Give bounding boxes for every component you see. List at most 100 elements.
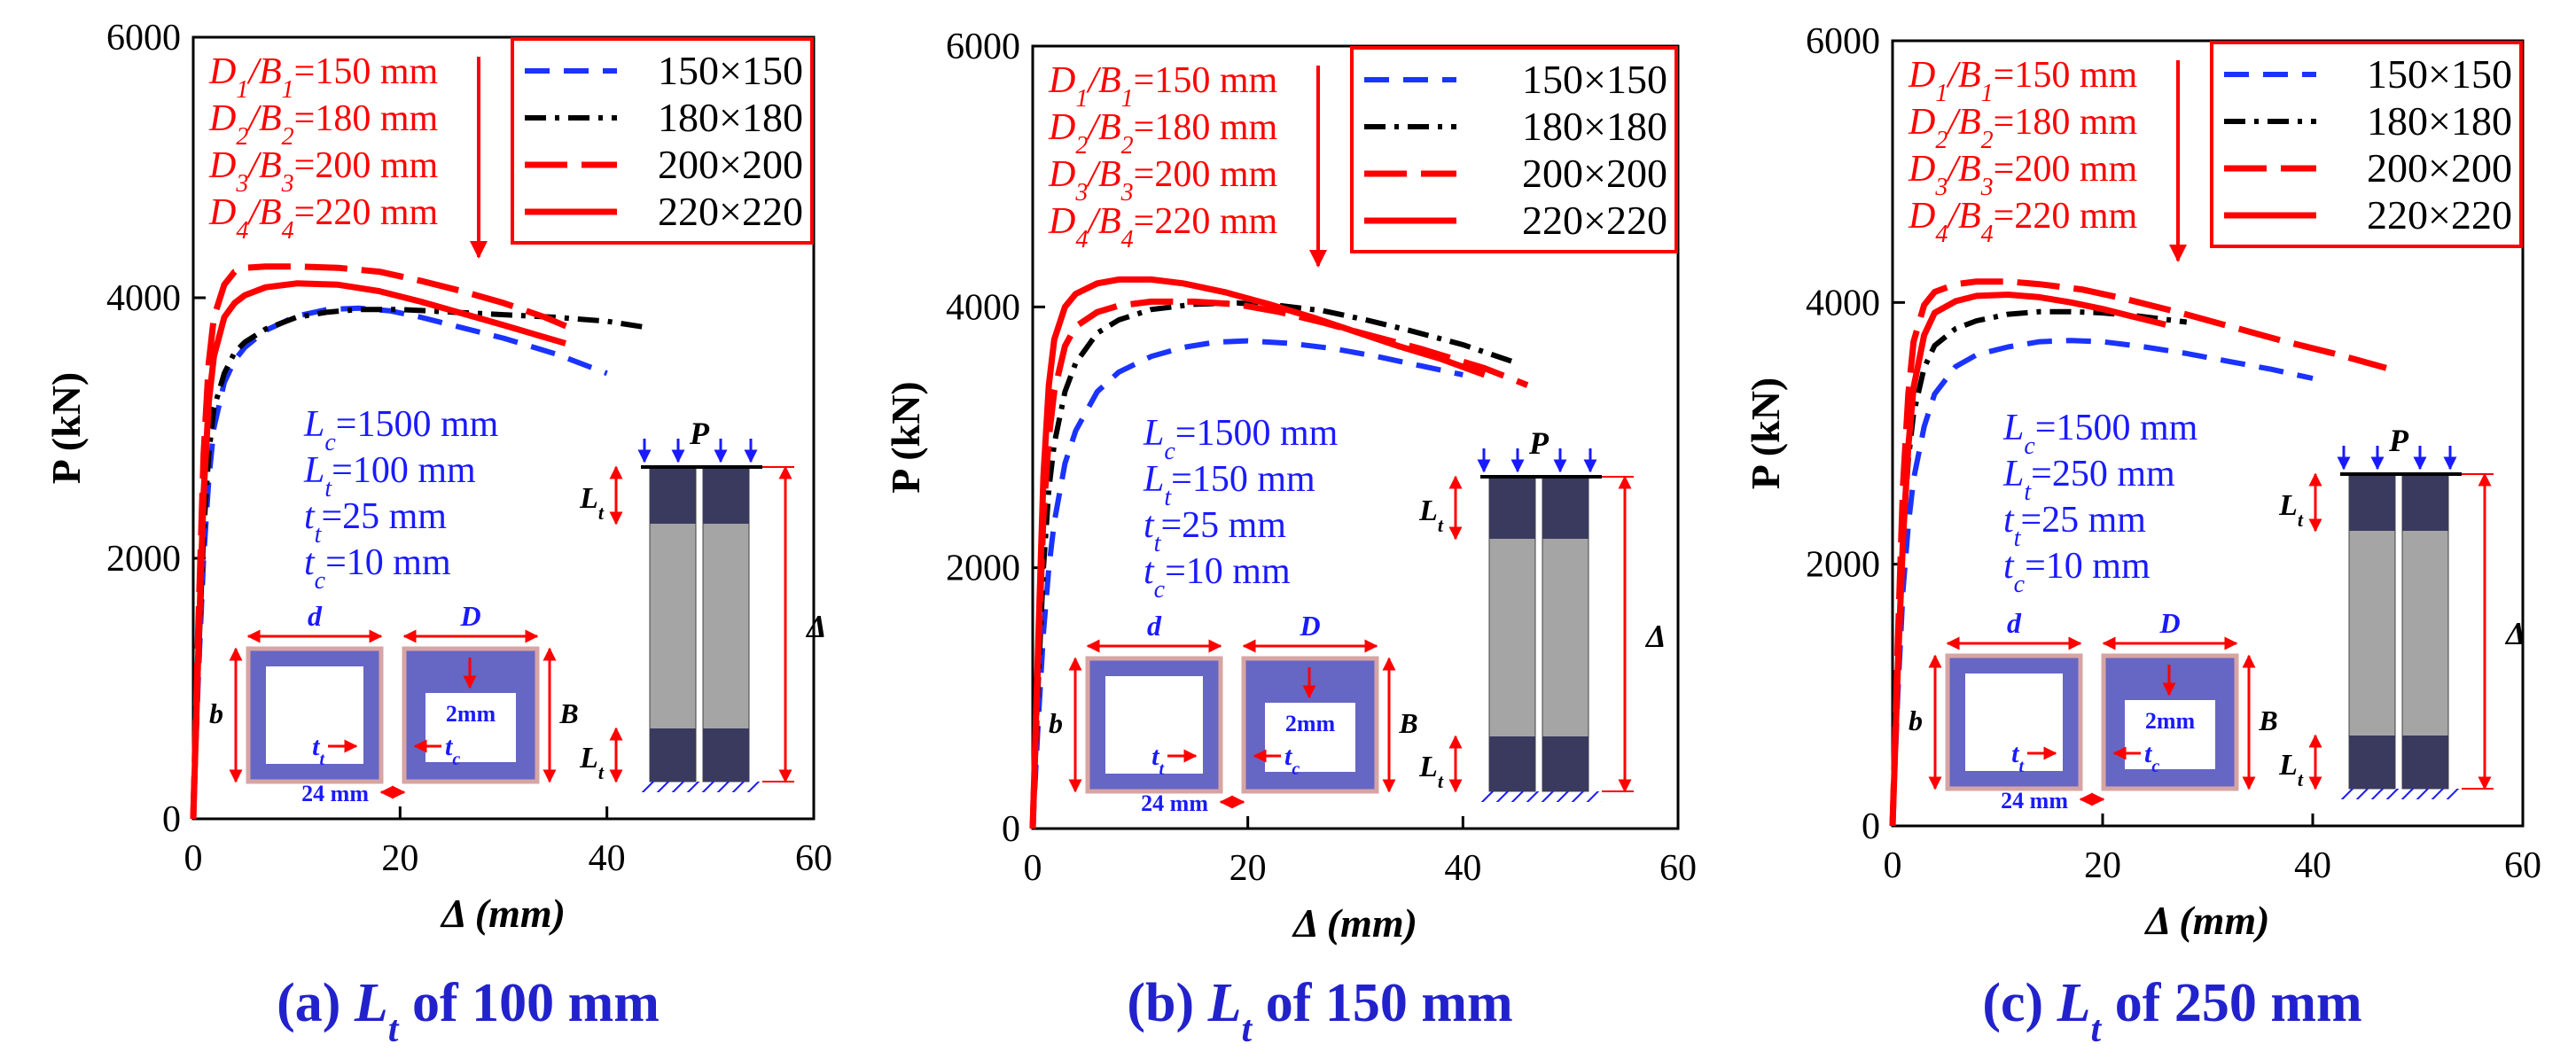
caption-L: L: [1207, 973, 1242, 1033]
x-tick-label-text: 0: [1884, 845, 1902, 886]
label-tt-sub: t: [2018, 757, 2025, 776]
lt-top-sub: t: [1438, 514, 1444, 536]
dim-B-sub: 4: [1981, 221, 1994, 248]
dim-D: D: [208, 98, 236, 139]
series-line-150×150: [1030, 338, 1464, 829]
param-value: =10 mm: [325, 542, 451, 583]
y-axis-label: P (kN): [43, 372, 89, 485]
param-value: =25 mm: [321, 496, 447, 537]
dim-D-sub: 2: [1075, 132, 1088, 160]
param-sub: c: [315, 567, 326, 595]
x-tick-label: 40: [2294, 845, 2331, 886]
parameter-annotation: tc=10 mm: [2003, 546, 2151, 598]
x-tick-label-text: 60: [1659, 848, 1697, 889]
label-tc-t: t: [1284, 742, 1293, 771]
label-lt-top: Lt: [579, 482, 605, 524]
parameter-annotation: Lt=150 mm: [1143, 459, 1315, 511]
param-sub: c: [1164, 438, 1175, 465]
dim-B-sub: 4: [282, 217, 294, 245]
label-B: B: [2258, 705, 2277, 736]
dim-value: =220 mm: [294, 192, 439, 233]
plot-frame: [191, 35, 816, 821]
plot-frame: [1891, 39, 2525, 828]
dim-slash: /: [246, 51, 262, 92]
label-lt-top: Lt: [1418, 494, 1444, 536]
lt-bottom-L: L: [1418, 751, 1438, 783]
label-delta-text: Δ: [1644, 619, 1667, 654]
legend-label: 200×200: [2367, 145, 2512, 191]
y-tick-label-text: 6000: [946, 27, 1020, 67]
label-D-text: D: [1299, 610, 1320, 642]
dim-D-sub: 4: [1075, 226, 1088, 253]
dim-D: D: [1908, 149, 1935, 190]
param-sub: c: [1154, 576, 1166, 603]
dimension-annotation: D2/B2=180 mm: [208, 98, 439, 151]
label-width: 24 mm: [2001, 788, 2068, 814]
dimension-annotation: D2/B2=180 mm: [1048, 107, 1278, 160]
caption-prefix: (c): [1982, 973, 2057, 1033]
top-sleeve-left: [2349, 474, 2395, 531]
param-sub: c: [2024, 432, 2035, 460]
param-symbol: t: [1144, 551, 1155, 592]
label-d-text: d: [2007, 607, 2022, 639]
dim-B: B: [1098, 154, 1121, 195]
label-tc-t: t: [445, 732, 454, 761]
dimension-annotation: D1/B1=150 mm: [1048, 60, 1278, 113]
label-delta-text: Δ: [805, 609, 827, 644]
dimension-annotation: D4/B4=220 mm: [1908, 196, 2138, 248]
series-line-200×200: [1889, 278, 2387, 827]
caption-L: L: [2057, 973, 2091, 1033]
dim-slash: /: [1946, 102, 1961, 143]
lt-bottom-sub: t: [2298, 768, 2304, 790]
label-D: D: [459, 600, 480, 632]
label-D: D: [1299, 610, 1320, 642]
label-tt: tt: [1151, 742, 1165, 779]
dim-D-sub: 1: [1935, 80, 1948, 107]
dim-D: D: [1908, 55, 1935, 96]
dim-D-sub: 4: [1935, 221, 1948, 248]
dim-slash: /: [246, 192, 262, 233]
label-tt-sub: t: [319, 750, 325, 769]
x-tick-label-text: 20: [1229, 848, 1267, 889]
param-symbol: t: [2003, 500, 2015, 541]
param-symbol: t: [304, 496, 316, 537]
lt-bottom-sub: t: [1438, 770, 1444, 792]
parameter-annotation: tt=25 mm: [2003, 500, 2146, 552]
legend-label-text: 220×220: [658, 189, 803, 234]
lt-bottom-L: L: [579, 742, 598, 775]
legend-label: 150×150: [2367, 51, 2512, 97]
label-width-text: 24 mm: [1141, 790, 1208, 816]
param-sub: t: [2024, 479, 2032, 506]
dim-value: =150 mm: [1134, 60, 1278, 101]
dim-D-sub: 3: [1074, 179, 1088, 206]
y-tick-label-text: 4000: [946, 287, 1020, 328]
y-tick-label: 2000: [946, 549, 1020, 589]
fixed-support: [2340, 789, 2462, 799]
label-delta: Δ: [2504, 616, 2526, 651]
dim-D: D: [1908, 102, 1935, 143]
label-d: d: [308, 600, 323, 632]
x-tick-label: 60: [795, 838, 832, 879]
lt-top-L: L: [1418, 494, 1438, 527]
lt-top-L: L: [579, 482, 598, 515]
dim-slash: /: [1946, 196, 1961, 237]
y-tick-label: 0: [162, 799, 181, 840]
label-B-text: B: [558, 697, 578, 729]
y-tick-label-text: 0: [1002, 809, 1020, 850]
label-lt-bottom: Lt: [1418, 751, 1444, 792]
label-b-text: b: [1049, 707, 1063, 739]
y-axis-label-text: P (kN): [43, 372, 89, 485]
x-tick-label: 0: [1024, 848, 1042, 889]
dim-B-sub: 3: [1980, 174, 1994, 201]
lt-top-sub: t: [2298, 509, 2304, 531]
legend-label: 220×220: [2367, 192, 2512, 237]
dim-B-sub: 3: [1120, 179, 1134, 206]
dim-value: =200 mm: [294, 145, 439, 186]
x-axis-label: Δ (mm): [1292, 900, 1417, 946]
label-b-text: b: [209, 697, 223, 729]
label-d-text: d: [308, 600, 323, 632]
fixed-support: [1480, 791, 1602, 802]
dim-value: =180 mm: [1134, 107, 1278, 148]
label-tc: tc: [445, 732, 460, 769]
